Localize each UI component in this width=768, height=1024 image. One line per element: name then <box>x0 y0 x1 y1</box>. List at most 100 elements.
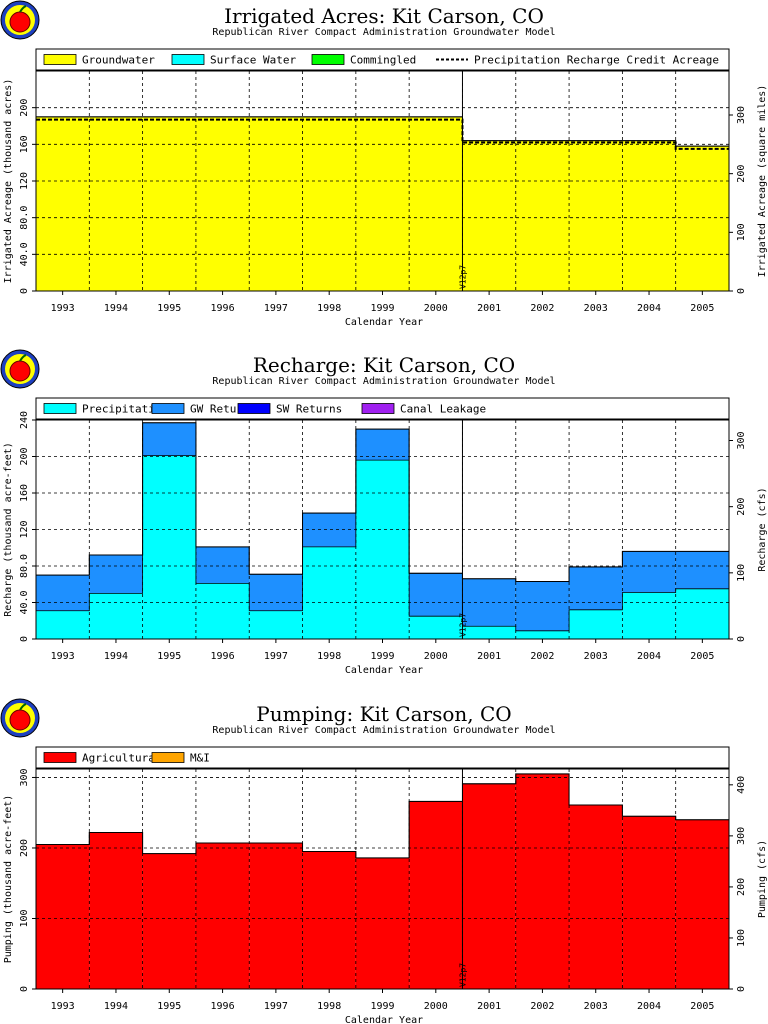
x-tick-label: 1996 <box>211 651 235 662</box>
x-tick-label: 2004 <box>637 651 661 662</box>
x-tick-label: 2004 <box>637 303 661 314</box>
bar-2004 <box>622 592 676 639</box>
bar-1995 <box>142 116 196 291</box>
bar-1997 <box>249 610 303 639</box>
bar-1996 <box>195 583 250 639</box>
chart-subtitle: Republican River Compact Administration … <box>212 27 555 38</box>
bar-2001 <box>462 783 516 989</box>
y-tick-label-right: 300 <box>736 431 747 449</box>
chart-title: Irrigated Acres: Kit Carson, CO <box>224 4 544 28</box>
bar-2002 <box>515 630 570 639</box>
bar-1998 <box>302 116 356 291</box>
series-boundary-0 <box>36 116 729 147</box>
logo-leaf <box>19 354 27 362</box>
x-tick-label: 2002 <box>530 1001 554 1012</box>
y-tick-label-right: 0 <box>736 288 747 294</box>
x-tick-label: 2005 <box>690 651 714 662</box>
bar-1995 <box>142 422 196 456</box>
x-tick-label: 1993 <box>51 1001 75 1012</box>
vertical-marker-label: V12p7 <box>458 613 467 637</box>
chart-subtitle: Republican River Compact Administration … <box>212 725 555 736</box>
y-tick-label: 40.0 <box>19 590 30 614</box>
bar-1994 <box>89 593 143 639</box>
series-groundwater <box>36 116 729 291</box>
x-tick-label: 1999 <box>370 1001 394 1012</box>
series-boundary-0 <box>36 455 729 632</box>
x-axis-label: Calendar Year <box>345 665 423 676</box>
bar-2003 <box>569 804 623 989</box>
gridlines <box>36 70 729 291</box>
y-tick-labels-left: 0 40.0 80.0 120 160 200 240 <box>19 411 36 642</box>
apple-logo-icon <box>0 698 40 738</box>
x-tick-label: 1999 <box>370 303 394 314</box>
bar-1998 <box>302 851 356 989</box>
x-tick-label: 2001 <box>477 1001 501 1012</box>
y-tick-label-right: 200 <box>736 878 747 896</box>
y-axis-label-left: Irrigated Acreage (thousand acres) <box>3 79 14 284</box>
y-tick-labels-right: 0 100 200 300 <box>729 431 747 642</box>
series-precipitation <box>36 455 729 639</box>
legend-item-surface-water: Surface Water <box>171 54 296 67</box>
legend-label: M&I <box>190 752 210 765</box>
bar-2003 <box>569 609 623 639</box>
legend: Agricultural M&I <box>35 746 730 769</box>
bar-1998 <box>302 513 356 547</box>
y-tick-labels-left: 0 40.0 80.0 120 160 200 <box>19 99 36 294</box>
y-tick-label: 100 <box>19 909 30 927</box>
bar-2000 <box>409 116 463 291</box>
x-tick-label: 1994 <box>104 651 128 662</box>
y-tick-label-right: 400 <box>736 776 747 794</box>
y-tick-label: 200 <box>19 447 30 465</box>
x-tick-label: 1997 <box>264 651 288 662</box>
legend-swatch <box>151 403 185 414</box>
bar-2005 <box>675 819 729 989</box>
bar-2005 <box>675 551 729 589</box>
bar-2002 <box>515 140 570 291</box>
bar-2001 <box>462 140 516 291</box>
x-tick-label: 2005 <box>690 1001 714 1012</box>
x-tick-label: 1994 <box>104 303 128 314</box>
legend-swatch <box>43 752 77 763</box>
x-axis-label: Calendar Year <box>345 1015 423 1024</box>
y-axis-label-right: Recharge (cfs) <box>757 487 768 571</box>
legend-swatch <box>171 54 205 65</box>
bar-1999 <box>355 116 410 291</box>
apple-logo-icon <box>0 349 40 389</box>
bar-1993 <box>36 116 90 291</box>
legend-label: Surface Water <box>210 54 296 67</box>
legend-label: Commingled <box>350 54 416 67</box>
x-tick-label: 1996 <box>211 1001 235 1012</box>
legend-item-m-i: M&I <box>151 752 210 765</box>
x-tick-label: 2000 <box>424 651 448 662</box>
bar-2004 <box>622 816 676 989</box>
x-tick-label: 2000 <box>424 1001 448 1012</box>
y-tick-label: 80.0 <box>19 554 30 578</box>
bar-2003 <box>569 140 623 291</box>
y-axis-label-left: Pumping (thousand acre-feet) <box>3 795 14 964</box>
y-tick-label: 80.0 <box>19 206 30 230</box>
x-tick-label: 1995 <box>157 651 181 662</box>
legend-swatch <box>43 54 77 65</box>
bar-1994 <box>89 832 143 989</box>
x-tick-label: 1995 <box>157 303 181 314</box>
x-tick-labels: 1993 1994 1995 1996 1997 1998 1999 2000 2001 2002… <box>51 291 714 314</box>
y-axis-label-right: Irrigated Acreage (square miles) <box>757 85 768 278</box>
x-tick-label: 1998 <box>317 651 341 662</box>
logo-apple <box>9 11 31 33</box>
y-tick-label: 120 <box>19 520 30 538</box>
legend-item-canal-leakage: Canal Leakage <box>361 403 486 416</box>
logo-apple <box>9 360 31 382</box>
x-tick-labels: 1993 1994 1995 1996 1997 1998 1999 2000 2001 2002… <box>51 989 714 1012</box>
y-tick-label: 40.0 <box>19 242 30 266</box>
x-tick-label: 2003 <box>584 651 608 662</box>
bar-1997 <box>249 116 303 291</box>
legend-box <box>35 746 730 769</box>
bar-2000 <box>409 573 463 617</box>
x-tick-label: 1997 <box>264 303 288 314</box>
y-tick-label-right: 200 <box>736 498 747 516</box>
bar-1998 <box>302 546 356 639</box>
x-tick-label: 2004 <box>637 1001 661 1012</box>
legend-swatch <box>311 54 345 65</box>
x-tick-label: 2001 <box>477 651 501 662</box>
x-tick-label: 1993 <box>51 303 75 314</box>
